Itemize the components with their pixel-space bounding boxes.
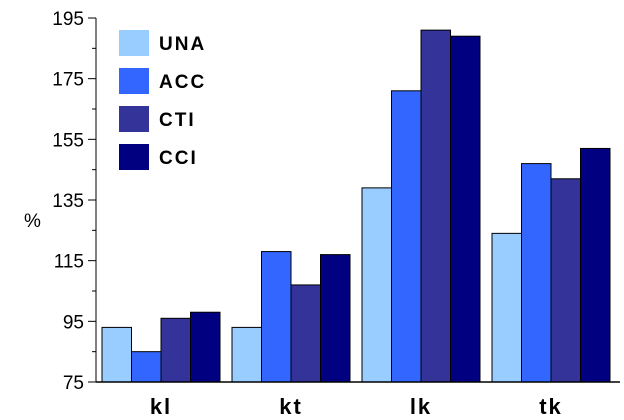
category-label: kt [279, 394, 303, 419]
bar-tk-acc [521, 163, 552, 383]
bar-tk-una [491, 232, 522, 383]
y-tick-label: 195 [52, 9, 84, 30]
y-tick-labels: 75 95 115 135 155 175 195 [52, 9, 84, 394]
category-labels: kl kt lk tk [150, 394, 563, 419]
bar-kl-una [101, 326, 132, 383]
bar-kt-una [231, 326, 262, 383]
y-tick-label: 175 [52, 70, 84, 91]
bar-lk-cci [450, 35, 481, 383]
legend-swatch-acc [119, 68, 149, 94]
legend-label-una: UNA [159, 34, 206, 55]
legend-label-cci: CCI [159, 148, 198, 169]
legend-label-acc: ACC [159, 72, 206, 93]
bars [101, 29, 611, 383]
bar-kl-acc [131, 351, 162, 383]
legend-label-cti: CTI [159, 110, 196, 131]
bar-tk-cci [580, 147, 611, 383]
y-tick-label: 155 [52, 130, 84, 151]
y-tick-label: 115 [54, 252, 84, 273]
bar-lk-una [361, 187, 392, 383]
y-tick-label: 75 [63, 373, 84, 394]
category-label: tk [539, 394, 563, 419]
category-label: kl [150, 394, 172, 419]
bar-kl-cci [190, 311, 221, 383]
bar-kl-cti [160, 317, 191, 383]
legend-swatch-una [119, 30, 149, 56]
y-tick-label: 135 [52, 191, 84, 212]
y-axis-label: % [24, 211, 41, 232]
legend-swatch-cti [119, 106, 149, 132]
legend: UNA ACC CTI CCI [119, 30, 206, 170]
y-tick-label: 95 [63, 312, 84, 333]
legend-swatch-cci [119, 144, 149, 170]
bar-tk-cti [550, 178, 581, 383]
bar-kt-cci [320, 254, 351, 383]
bar-kt-cti [290, 284, 321, 383]
category-label: lk [410, 394, 432, 419]
bar-kt-acc [261, 251, 292, 383]
bar-lk-acc [391, 90, 422, 383]
bar-lk-cti [420, 29, 451, 383]
axes [88, 17, 620, 383]
